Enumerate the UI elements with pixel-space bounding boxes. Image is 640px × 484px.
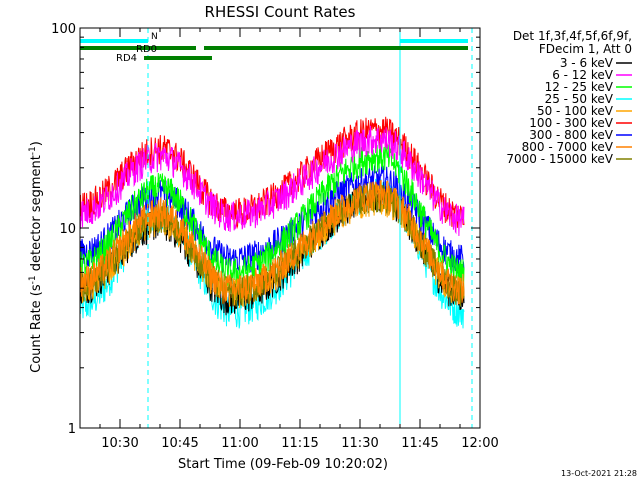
legend-label: 6 - 12 keV (552, 68, 614, 82)
chart-title: RHESSI Count Rates (205, 3, 356, 21)
x-axis-label: Start Time (09-Feb-09 10:20:02) (178, 457, 388, 472)
axes-group: 1 10 100 10:30 10:45 11:00 11:15 11:30 11:45 12:0… (51, 22, 499, 451)
legend-label: 12 - 25 keV (545, 80, 614, 94)
y-tick-label: 1 (68, 422, 76, 437)
legend-label: 800 - 7000 keV (522, 140, 614, 154)
legend-header-line-1: Det 1f,3f,4f,5f,6f,9f, (513, 29, 632, 43)
flag-label-n: N (151, 32, 158, 42)
legend-label: 300 - 800 keV (529, 128, 613, 142)
y-tick-label: 100 (51, 22, 76, 37)
y-axis-label: Count Rate (s-1 detector segment-1) (28, 141, 44, 373)
legend-label: 25 - 50 keV (545, 92, 614, 106)
flag-label-rd4: RD4 (116, 53, 137, 64)
x-tick-label: 11:30 (341, 436, 378, 451)
x-tick-label: 11:00 (221, 436, 258, 451)
x-tick-label: 11:45 (401, 436, 438, 451)
x-tick-label: 12:00 (461, 436, 498, 451)
legend-label: 100 - 300 keV (529, 116, 613, 130)
x-tick-label: 10:30 (101, 436, 138, 451)
timestamp: 13-Oct-2021 21:28 (561, 469, 637, 478)
legend-label: 7000 - 15000 keV (506, 152, 613, 166)
y-tick-label: 10 (59, 222, 76, 237)
legend-header-line-2: FDecim 1, Att 0 (539, 42, 632, 56)
legend-label: 3 - 6 keV (560, 56, 614, 70)
x-tick-label: 11:15 (281, 436, 318, 451)
legend: Det 1f,3f,4f,5f,6f,9f, FDecim 1, Att 0 3… (506, 29, 632, 166)
flag-label-rd0: RD0 (136, 44, 157, 55)
x-tick-label: 10:45 (161, 436, 198, 451)
legend-label: 50 - 100 keV (537, 104, 614, 118)
